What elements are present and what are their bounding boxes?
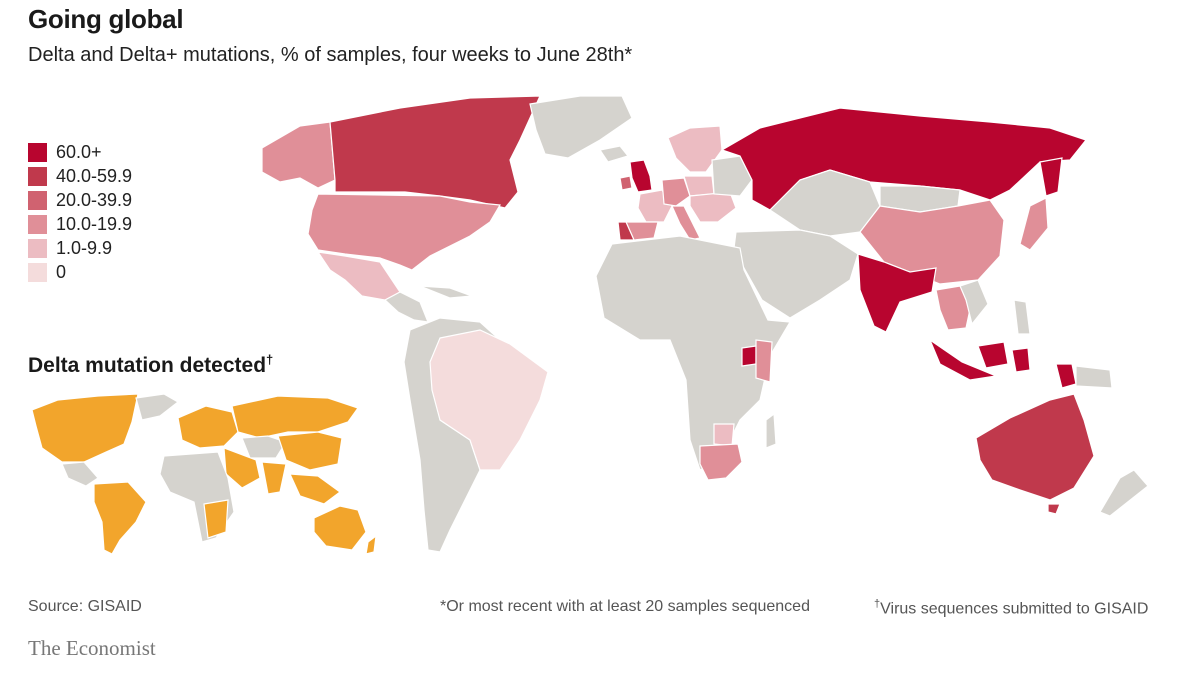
legend-swatch [28,215,47,234]
inset-map [31,393,377,555]
region-sulawesi[interactable] [1011,347,1031,373]
inset-australia[interactable] [313,505,367,551]
region-canada[interactable] [329,95,541,209]
region-ukraine[interactable] [711,155,753,197]
footnote-gisaid: †Virus sequences submitted to GISAID [874,598,1148,618]
legend-label: 0 [56,262,67,282]
source-note: Source: GISAID [28,598,142,615]
legend-swatch [28,143,47,162]
region-south-africa[interactable] [699,443,743,481]
region-australia[interactable] [975,393,1095,501]
inset-title-mark: † [266,352,274,367]
footnote-gisaid-text: Virus sequences submitted to GISAID [880,600,1149,618]
chart-title: Going global [28,4,184,34]
region-italy[interactable] [671,205,701,241]
chart-subtitle: Delta and Delta+ mutations, % of samples… [28,44,633,66]
inset-greenland[interactable] [135,393,180,421]
region-new-zealand[interactable] [1099,469,1149,517]
inset-title-text: Delta mutation detected [28,354,267,377]
region-caribbean[interactable] [419,285,473,299]
region-russia-east[interactable] [1039,157,1063,197]
region-alaska[interactable] [261,121,336,189]
region-ireland[interactable] [619,175,633,191]
region-iceland[interactable] [599,145,630,163]
inset-central-america[interactable] [61,461,99,487]
inset-china[interactable] [277,431,343,471]
inset-europe[interactable] [177,405,239,449]
inset-russia[interactable] [231,395,359,439]
inset-africa-detected[interactable] [203,499,229,539]
legend-swatch [28,239,47,258]
region-tasmania[interactable] [1047,503,1061,515]
legend-label: 10.0-19.9 [56,214,133,234]
region-kenya[interactable] [755,339,773,383]
region-japan[interactable] [1019,197,1049,251]
region-portugal[interactable] [617,221,635,241]
region-eastern-europe[interactable] [689,191,737,223]
inset-north-america[interactable] [31,393,139,463]
inset-title: Delta mutation detected† [28,352,273,378]
region-central-america[interactable] [383,291,429,323]
legend-label: 60.0+ [56,142,102,162]
legend-label: 20.0-39.9 [56,190,133,210]
legend-swatch [28,263,47,282]
inset-india[interactable] [261,461,287,495]
region-zimbabwe[interactable] [713,423,735,447]
region-madagascar[interactable] [765,412,777,449]
legend-label: 1.0-9.9 [56,238,113,258]
region-britain[interactable] [629,159,653,193]
inset-middle-east[interactable] [223,447,261,489]
inset-new-zealand[interactable] [365,534,377,555]
region-philippines[interactable] [1013,299,1031,335]
region-india[interactable] [857,253,937,333]
region-poland[interactable] [683,175,715,197]
inset-se-asia[interactable] [289,473,342,505]
region-vietnam[interactable] [959,279,989,326]
region-united-states[interactable] [307,193,501,271]
publisher-logo: The Economist [28,636,156,660]
region-brazil[interactable] [429,329,549,471]
region-borneo[interactable] [977,341,1009,369]
legend-swatch [28,167,47,186]
region-papua[interactable] [1055,363,1077,389]
inset-south-america[interactable] [93,481,147,555]
footnote-samples: *Or most recent with at least 20 samples… [440,598,810,615]
legend-label: 40.0-59.9 [56,166,133,186]
legend-swatch [28,191,47,210]
region-uganda[interactable] [741,345,757,367]
inset-central-asia[interactable] [241,435,287,459]
region-png[interactable] [1075,365,1113,389]
region-germany[interactable] [661,177,691,207]
region-indonesia[interactable] [928,338,999,381]
footnote-mark: † [874,598,881,610]
region-greenland[interactable] [529,95,633,159]
region-south-america[interactable] [403,317,501,553]
